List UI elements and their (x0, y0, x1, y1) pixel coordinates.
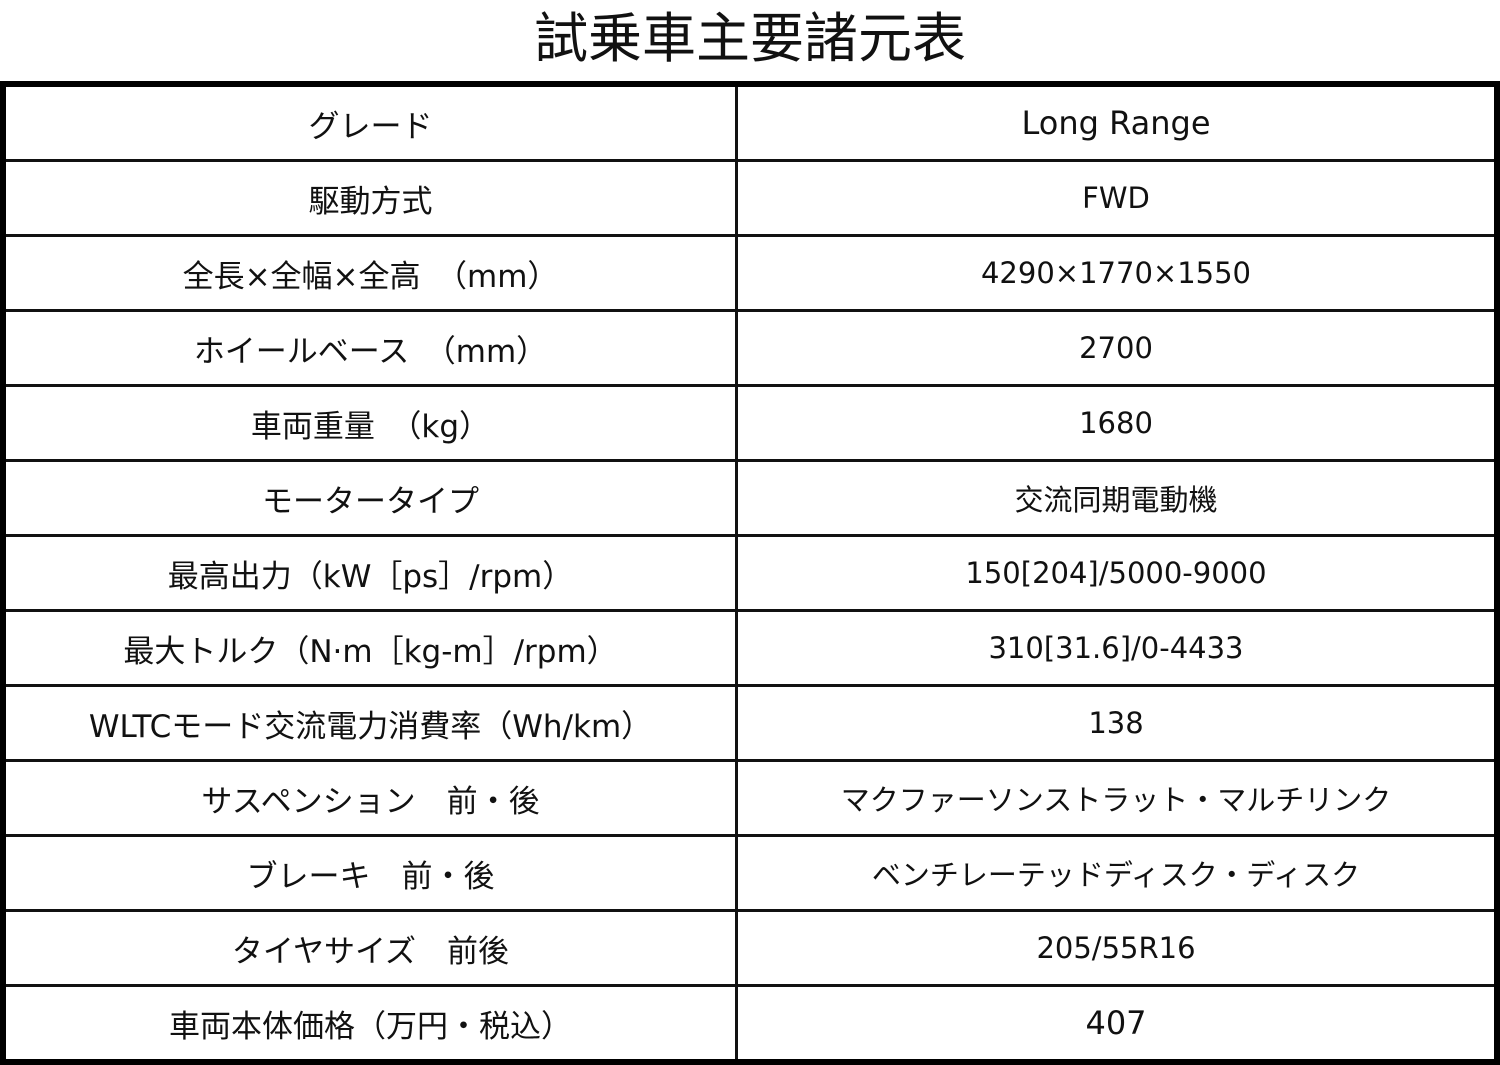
spec-label: サスペンション 前・後 (1, 759, 738, 837)
table-row: モータータイプ 交流同期電動機 (1, 459, 1499, 537)
table-row: タイヤサイズ 前後 205/55R16 (1, 909, 1499, 987)
spec-label: 全長×全幅×全高 （mm） (1, 234, 738, 312)
spec-label: 最大トルク（N·m［kg-m］/rpm） (1, 609, 738, 687)
spec-value: 205/55R16 (735, 909, 1499, 987)
table-row: 車両重量 （kg） 1680 (1, 384, 1499, 462)
spec-value: 138 (735, 684, 1499, 762)
table-row: 最高出力（kW［ps］/rpm） 150[204]/5000-9000 (1, 534, 1499, 612)
spec-value: 150[204]/5000-9000 (735, 534, 1499, 612)
spec-label: 車両重量 （kg） (1, 384, 738, 462)
page-title: 試乗車主要諸元表 (534, 7, 966, 70)
table-row: ホイールベース （mm） 2700 (1, 309, 1499, 387)
table-row: 最大トルク（N·m［kg-m］/rpm） 310[31.6]/0-4433 (1, 609, 1499, 687)
spec-table: グレード Long Range 駆動方式 FWD 全長×全幅×全高 （mm） 4290×1… (0, 81, 1500, 1065)
spec-value: マクファーソンストラット・マルチリンク (735, 759, 1499, 837)
table-row: ブレーキ 前・後 ベンチレーテッドディスク・ディスク (1, 834, 1499, 912)
spec-label: WLTCモード交流電力消費率（Wh/km） (1, 684, 738, 762)
table-row: サスペンション 前・後 マクファーソンストラット・マルチリンク (1, 759, 1499, 837)
spec-label: タイヤサイズ 前後 (1, 909, 738, 987)
spec-label: 最高出力（kW［ps］/rpm） (1, 534, 738, 612)
spec-value: Long Range (735, 82, 1499, 162)
spec-label: ホイールベース （mm） (1, 309, 738, 387)
spec-value: 交流同期電動機 (735, 459, 1499, 537)
table-row: 駆動方式 FWD (1, 159, 1499, 237)
spec-value: 1680 (735, 384, 1499, 462)
spec-label: 車両本体価格（万円・税込） (1, 984, 738, 1064)
table-row: グレード Long Range (1, 82, 1499, 162)
spec-label: グレード (1, 82, 738, 162)
spec-value: 4290×1770×1550 (735, 234, 1499, 312)
spec-value: 2700 (735, 309, 1499, 387)
table-row: WLTCモード交流電力消費率（Wh/km） 138 (1, 684, 1499, 762)
table-row: 全長×全幅×全高 （mm） 4290×1770×1550 (1, 234, 1499, 312)
table-row: 車両本体価格（万円・税込） 407 (1, 984, 1499, 1064)
spec-label: ブレーキ 前・後 (1, 834, 738, 912)
spec-value: 407 (735, 984, 1499, 1064)
spec-value: 310[31.6]/0-4433 (735, 609, 1499, 687)
spec-value: ベンチレーテッドディスク・ディスク (735, 834, 1499, 912)
spec-label: 駆動方式 (1, 159, 738, 237)
spec-value: FWD (735, 159, 1499, 237)
spec-label: モータータイプ (1, 459, 738, 537)
